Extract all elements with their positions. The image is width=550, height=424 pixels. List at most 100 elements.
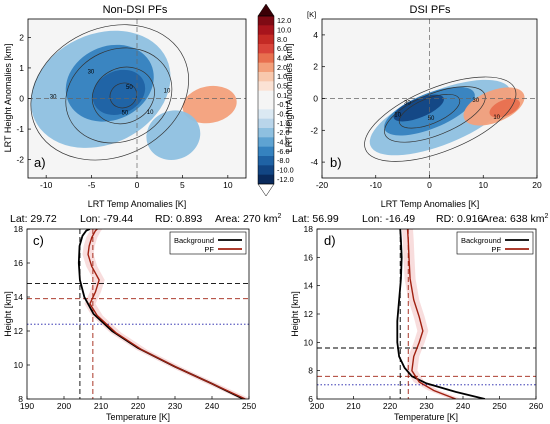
panel-c-header: Lat: 29.72 Lon: -79.44 RD: 0.893 Area: 2… bbox=[10, 213, 281, 225]
panel-c-lat: Lat: 29.72 bbox=[10, 213, 57, 225]
colorbar-label: -8.0 bbox=[277, 156, 290, 165]
panel-a-anomaly-region bbox=[182, 85, 237, 124]
colorbar-label: -6.0 bbox=[277, 147, 290, 156]
panel-c-ytick-label: 10 bbox=[14, 360, 24, 370]
panel-b-ytick-label: -2 bbox=[310, 125, 318, 135]
panel-c-area-exp: 2 bbox=[277, 213, 281, 220]
panel-b-contour bbox=[364, 76, 517, 162]
panel-a-frame bbox=[27, 18, 247, 179]
colorbar-bottom-cap bbox=[257, 183, 275, 197]
panel-b-title: DSI PFs bbox=[410, 4, 451, 16]
colorbar-label: -2.0 bbox=[277, 128, 290, 137]
panel-d-rd: RD: 0.916 bbox=[436, 213, 483, 225]
panel-b-xtick-label: 20 bbox=[532, 180, 542, 190]
colorbar-label: 8.0 bbox=[277, 35, 287, 44]
panel-a-title: Non-DSI PFs bbox=[103, 4, 168, 16]
panel-d-ytick-label: 16 bbox=[304, 252, 314, 262]
panel-a-ylabel: LRT Height Anomalies [km] bbox=[3, 44, 13, 153]
panel-a-ytick-label: -2 bbox=[16, 155, 24, 165]
panel-a-contour-label: 10 bbox=[147, 110, 154, 116]
panel-c-series-pf bbox=[87, 229, 246, 399]
panel-b-ytick-label: 2 bbox=[313, 62, 318, 72]
panel-b-contour bbox=[384, 86, 486, 143]
panel-c-xtick-label: 200 bbox=[57, 401, 71, 411]
colorbar-label: -0.1 bbox=[277, 100, 290, 109]
panel-d-frame bbox=[316, 228, 537, 400]
panel-b-frame bbox=[321, 18, 538, 179]
colorbar-label: -0.5 bbox=[277, 110, 290, 119]
panel-b-xtick-label: -20 bbox=[316, 180, 329, 190]
panel-c-legend-label: PF bbox=[204, 245, 214, 254]
panel-a-contour-label: 30 bbox=[50, 95, 57, 101]
panel-b-xtick-label: 0 bbox=[427, 180, 432, 190]
panel-a-xtick-label: -10 bbox=[40, 180, 53, 190]
colorbar-swatch bbox=[258, 72, 274, 82]
colorbar-swatch bbox=[258, 109, 274, 120]
panel-d-ytick-label: 6 bbox=[308, 394, 313, 404]
panel-d-legend-label: Background bbox=[461, 236, 501, 245]
panel-a-ytick-label: 2 bbox=[19, 32, 24, 42]
colorbar-swatch bbox=[258, 137, 274, 148]
panel-c-legend-label: Background bbox=[174, 236, 214, 245]
panel-d-ytick-label: 12 bbox=[304, 309, 314, 319]
colorbar-swatch bbox=[258, 156, 274, 166]
panel-d-pf-spread bbox=[402, 229, 462, 399]
panel-d-series-pf bbox=[406, 229, 456, 399]
colorbar-swatch bbox=[258, 165, 274, 176]
colorbar-swatch bbox=[258, 100, 274, 110]
colorbar-swatch bbox=[258, 44, 274, 54]
panel-a-contour-label: 50 bbox=[126, 85, 133, 91]
panel-c-label: c) bbox=[33, 233, 44, 248]
panel-d-plot-area: 200 210 220 230 240 250 260 6 8 10 12 14 16 18 Backgro… bbox=[304, 224, 544, 411]
panel-a-contour bbox=[91, 66, 155, 125]
panel-a-contour bbox=[109, 82, 138, 109]
colorbar-label: -12.0 bbox=[277, 175, 294, 184]
colorbar-swatch bbox=[258, 128, 274, 138]
panel-d-header: Lat: 56.99 Lon: -16.49 RD: 0.916 Area: 6… bbox=[292, 213, 548, 225]
panel-b-contour-label: 10 bbox=[493, 115, 500, 121]
colorbar-label: 12.0 bbox=[277, 16, 291, 25]
colorbar: [K] 12.010.08.06.04.02.01.00.50.1-0.1-0.… bbox=[257, 3, 316, 197]
panel-c-ytick-label: 16 bbox=[14, 258, 24, 268]
colorbar-swatch bbox=[258, 146, 274, 157]
colorbar-swatch bbox=[258, 25, 274, 36]
panel-d-ytick-label: 10 bbox=[304, 337, 314, 347]
panel-a-ytick-label: 1 bbox=[19, 63, 24, 73]
panel-b-ytick-label: 4 bbox=[313, 30, 318, 40]
colorbar-label: 1.0 bbox=[277, 72, 287, 81]
panel-d-xtick-label: 210 bbox=[346, 401, 360, 411]
panel-b-xtick-label: -10 bbox=[370, 180, 383, 190]
colorbar-label: -1.0 bbox=[277, 119, 290, 128]
panel-d-area-exp: 2 bbox=[544, 213, 548, 220]
colorbar-label: 10.0 bbox=[277, 26, 291, 35]
panel-c-ytick-label: 14 bbox=[14, 292, 24, 302]
panel-c-pf-spread bbox=[82, 229, 249, 399]
colorbar-swatch bbox=[258, 81, 274, 92]
panel-d-xlabel: Temperature [K] bbox=[394, 412, 458, 422]
panel-d-area: Area: 638 km2 bbox=[482, 213, 548, 225]
panel-a-contour-label: 10 bbox=[164, 88, 171, 94]
colorbar-label: -4.0 bbox=[277, 138, 290, 147]
panel-b-anomaly-region bbox=[393, 94, 444, 122]
panel-a-anomaly-region bbox=[92, 69, 146, 115]
panel-d-area-text: Area: 638 km bbox=[482, 213, 545, 225]
panel-c-xtick-label: 190 bbox=[20, 401, 34, 411]
panel-c-xtick-label: 230 bbox=[168, 401, 182, 411]
panel-c-ytick-label: 8 bbox=[18, 394, 23, 404]
panel-b-contour-label: 30 bbox=[472, 98, 479, 104]
panel-d-xtick-label: 250 bbox=[492, 401, 506, 411]
colorbar-swatch bbox=[258, 34, 274, 45]
panel-c-xtick-label: 240 bbox=[205, 401, 219, 411]
panel-d-xtick-label: 220 bbox=[383, 401, 397, 411]
panel-d-series-background bbox=[396, 229, 486, 399]
panel-d-label: d) bbox=[324, 233, 336, 248]
panel-c-xtick-label: 210 bbox=[94, 401, 108, 411]
panel-a-contour bbox=[65, 47, 173, 144]
colorbar-swatch bbox=[258, 53, 274, 64]
panel-a-xlabel: LRT Temp Anomalies [K] bbox=[88, 199, 187, 209]
colorbar-top-cap bbox=[257, 3, 275, 17]
panel-d-xtick-label: 200 bbox=[310, 401, 324, 411]
